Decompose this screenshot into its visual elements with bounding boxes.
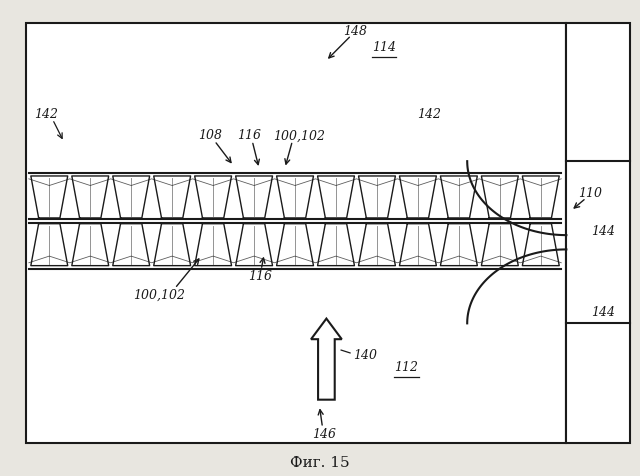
Text: 144: 144	[591, 224, 615, 238]
Bar	[26, 24, 566, 443]
Text: 142: 142	[417, 108, 441, 121]
Text: 110: 110	[578, 186, 602, 199]
Text: 114: 114	[372, 41, 396, 54]
Text: Фиг. 15: Фиг. 15	[290, 455, 350, 469]
Text: 140: 140	[353, 348, 377, 361]
Text: 112: 112	[394, 360, 419, 373]
Text: 100,102: 100,102	[273, 129, 326, 142]
Text: 116: 116	[248, 269, 272, 283]
Text: 148: 148	[343, 24, 367, 38]
Text: 146: 146	[312, 426, 337, 440]
Bar	[566, 24, 630, 443]
Text: 144: 144	[591, 305, 615, 318]
Text: 108: 108	[198, 129, 222, 142]
Text: 100,102: 100,102	[132, 288, 185, 301]
Text: 142: 142	[34, 108, 58, 121]
Text: 116: 116	[237, 129, 262, 142]
